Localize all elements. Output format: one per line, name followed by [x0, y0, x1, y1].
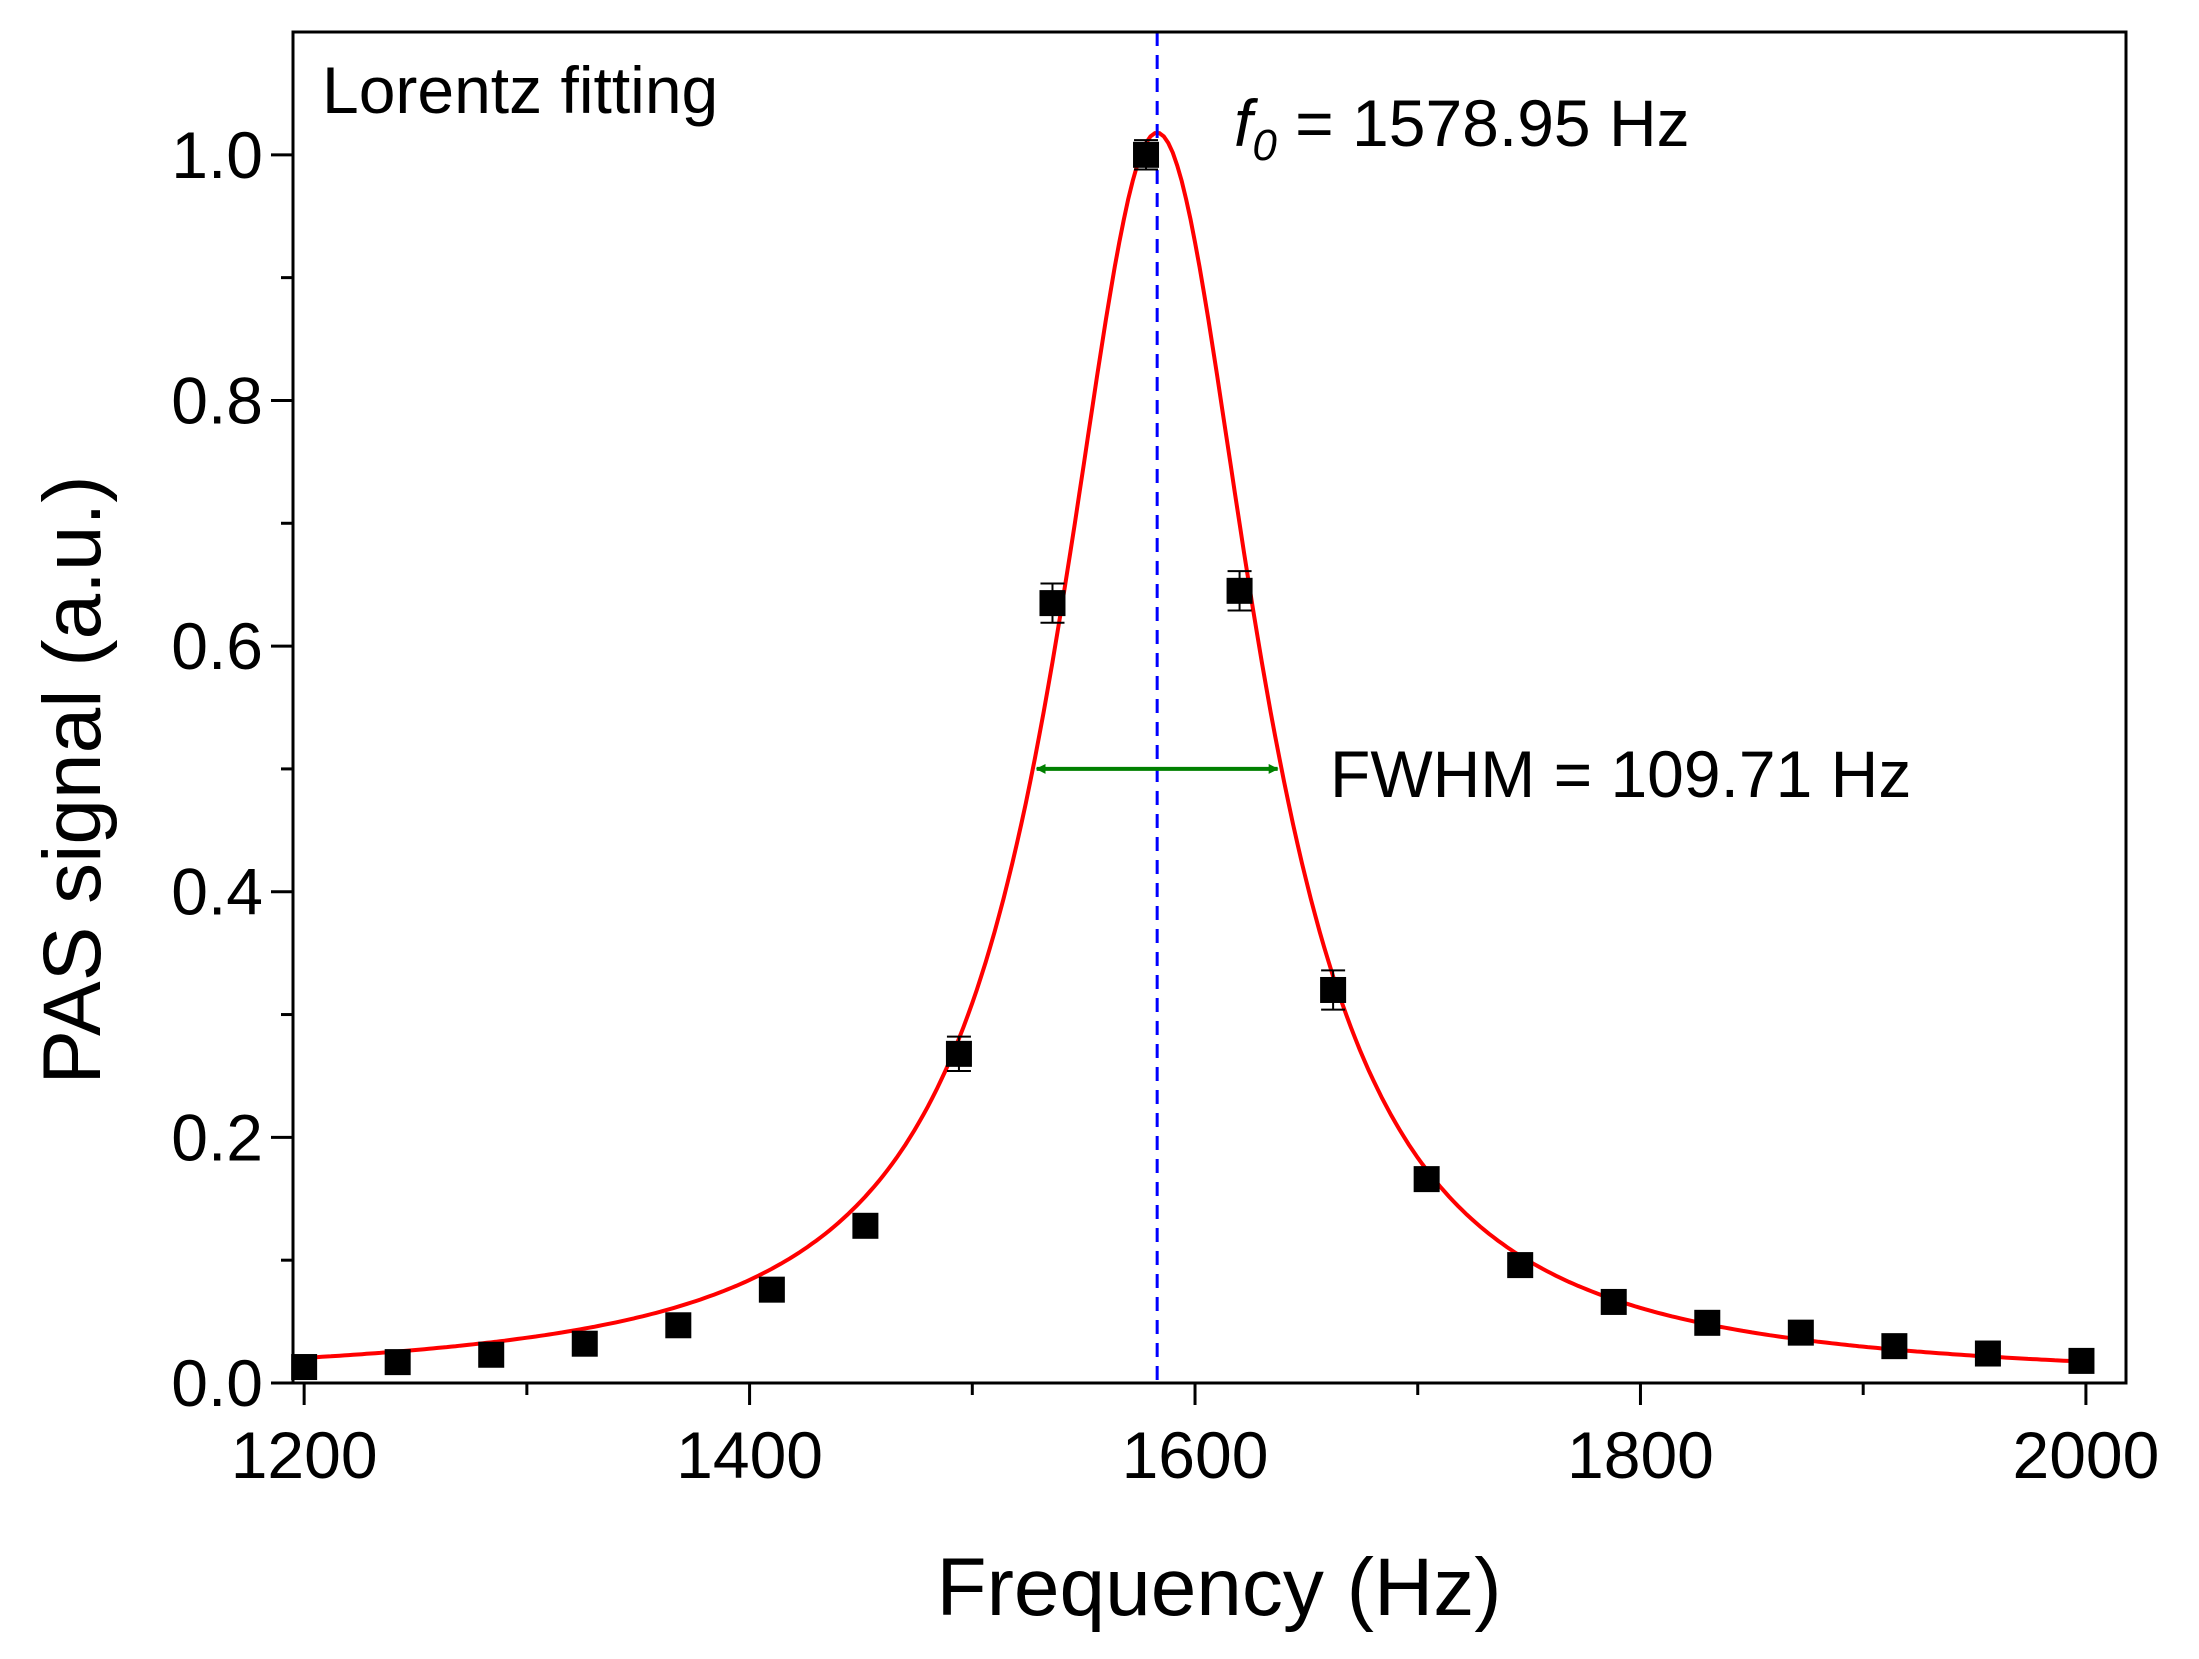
data-marker: [665, 1312, 692, 1339]
data-point: [1413, 1166, 1440, 1193]
data-point: [1320, 969, 1347, 1011]
x-axis-title: Frequency (Hz): [936, 1542, 1501, 1633]
y-tick-label: 0.6: [171, 609, 263, 683]
data-point: [852, 1212, 879, 1239]
y-axis-title: PAS signal (a.u.): [27, 475, 118, 1084]
data-point: [2068, 1347, 2095, 1374]
data-marker: [758, 1276, 785, 1303]
data-marker: [945, 1040, 972, 1067]
data-marker: [1226, 577, 1253, 604]
fwhm-label: FWHM = 109.71 Hz: [1330, 737, 1911, 811]
y-tick-label: 0.0: [171, 1346, 263, 1420]
y-tick-label: 0.8: [171, 363, 263, 437]
plot-area: [291, 32, 2095, 1383]
x-tick-label: 1800: [1567, 1418, 1714, 1492]
data-marker: [1413, 1166, 1440, 1193]
data-point: [945, 1035, 972, 1073]
data-marker: [291, 1354, 318, 1381]
data-marker: [1600, 1288, 1627, 1315]
data-marker: [1694, 1309, 1721, 1336]
data-marker: [1133, 141, 1160, 168]
y-tick-label: 0.2: [171, 1100, 263, 1174]
data-point: [758, 1276, 785, 1303]
x-tick-label: 1600: [1122, 1418, 1269, 1492]
y-tick-label: 0.4: [171, 855, 263, 929]
data-point: [1974, 1340, 2001, 1367]
data-point: [1507, 1252, 1534, 1279]
f0-value: = 1578.95 Hz: [1277, 86, 1690, 160]
data-marker: [571, 1330, 598, 1357]
plot-frame: [291, 30, 2128, 1385]
x-tick-label: 2000: [2012, 1418, 2159, 1492]
data-point: [1881, 1333, 1908, 1360]
data-marker: [1974, 1340, 2001, 1367]
x-tick-label: 1400: [676, 1418, 823, 1492]
data-point: [1133, 139, 1160, 171]
data-point: [1787, 1319, 1814, 1346]
data-marker: [384, 1349, 411, 1376]
data-point: [1600, 1288, 1627, 1315]
x-tick-label: 1200: [231, 1418, 378, 1492]
f0-subscript: 0: [1252, 121, 1277, 170]
data-point: [1694, 1309, 1721, 1336]
fit-method-label: Lorentz fitting: [322, 53, 718, 127]
data-marker: [1039, 590, 1066, 617]
data-point: [291, 1354, 318, 1381]
data-marker: [1507, 1252, 1534, 1279]
data-marker: [1320, 976, 1347, 1003]
data-point: [571, 1330, 598, 1357]
f0-label: f0 = 1578.95 Hz: [1234, 86, 1690, 170]
data-point: [1226, 570, 1253, 612]
data-marker: [852, 1212, 879, 1239]
data-marker: [478, 1341, 505, 1368]
y-tick-label: 1.0: [171, 118, 263, 192]
axes: 1200 1400 1600 1800 2000 0.0 0.2 0.4 0.6 0.8 1.0: [171, 30, 2159, 1492]
data-marker: [2068, 1347, 2095, 1374]
data-marker: [1787, 1319, 1814, 1346]
data-point: [384, 1349, 411, 1376]
data-point: [1039, 582, 1066, 624]
data-marker: [1881, 1333, 1908, 1360]
data-point: [478, 1341, 505, 1368]
data-point: [665, 1312, 692, 1339]
